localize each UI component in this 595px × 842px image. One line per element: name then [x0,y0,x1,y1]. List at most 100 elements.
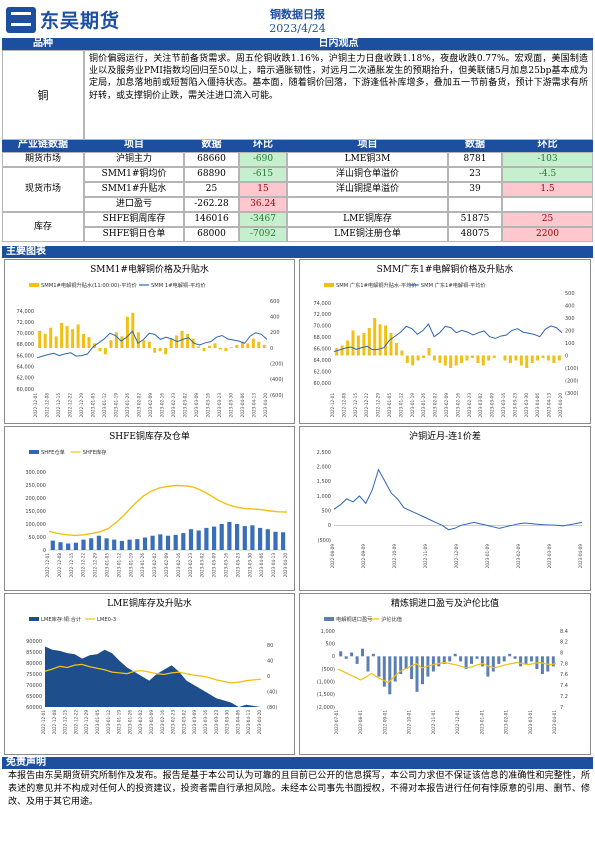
bar-mark [235,524,240,550]
x-tick-label: 2023-02-09 [164,553,169,578]
bar-mark [371,653,375,657]
y-tick-label: 85000 [26,650,42,656]
legend-swatch [29,617,39,621]
y-tick-label: 64,000 [314,358,332,364]
bar-mark [125,316,129,348]
view-header-bar: 品种 日内观点 [2,38,593,50]
item-name: SHFE铜日仓单 [84,227,184,242]
bar-mark [465,355,469,361]
bar-mark [208,345,211,348]
x-tick-label: 2022-08-01 [358,710,363,735]
y-tick-label: 2,500 [317,450,331,456]
x-tick-label: 2023-02-09 [148,393,153,418]
legend-label: SMM 1#电解铜-平均价 [151,281,206,289]
x-tick-label: 2023-02-16 [455,393,460,418]
y2-tick-label: (100) [565,366,578,372]
bar-mark [449,355,453,368]
x-tick-label: 2022-12-08 [52,710,57,735]
y2-tick-label: 500 [565,291,575,297]
bar-mark [361,648,364,657]
series-line [36,330,268,359]
y-tick-label: 100,000 [25,522,46,528]
bar-mark [382,656,386,687]
x-tick-label: 2022-12-01 [455,710,460,735]
view-text: 铜价偏弱运行，关注节前备货需求。周五伦铜收跌1.16%，沪铜主力日盘收跌1.18… [84,50,593,140]
item-change: 2200 [502,227,593,242]
bar-mark [43,333,47,348]
series-line [48,484,288,537]
bar-mark [147,341,151,348]
data-table: 产业链数据 项目 数据 环比 项目 数据 环比 期货市场 现货市场 库存 沪铜主力 68660 -690… [2,140,593,246]
legend-label: SHFE库存 [83,448,107,456]
y2-tick-label: (40) [267,689,277,695]
x-tick-label: 2022-08-09 [330,544,335,569]
legend-swatch [29,450,39,454]
chart-import: 电解铜进口盈亏 沪伦比值 1,000 500 0 (500) (1,000) (1,500) (… [317,615,568,735]
x-tick-label: 2023-02-02 [433,393,438,418]
bar-mark [411,355,415,366]
bar-mark [394,343,398,356]
y2-tick-label: (200) [565,378,578,384]
bar-mark [131,312,135,349]
y-tick-label: 300,000 [25,470,46,476]
item-value: 8781 [448,152,502,167]
report-date: 2023/4/24 [269,22,326,35]
bar-mark [109,340,113,348]
bar-mark [120,336,124,349]
x-tick-label: 2023-03-09 [490,393,495,418]
y-tick-label: 75000 [26,672,42,678]
item-value: 23 [448,167,502,182]
report-title: 铜数据日报 [270,8,325,21]
x-tick-label: 2023-03-23 [217,393,222,418]
bar-mark [227,521,232,550]
bar-mark [73,542,78,550]
item-change: -103 [502,152,593,167]
bar-mark [242,526,247,550]
item-change: -3467 [239,212,287,227]
bar-mark [389,333,393,356]
item-name: 洋山铜提单溢价 [287,182,448,197]
x-tick-label: 2023-04-20 [263,393,268,418]
x-tick-label: 2023-04-06 [235,710,240,735]
bar-mark [136,332,140,348]
bar-mark [54,336,58,349]
bar-mark [164,348,168,355]
item-change: 25 [502,212,593,227]
y2-tick-label: 7.6 [560,672,568,678]
bar-mark [541,355,545,358]
bar-mark [384,325,388,356]
x-tick-label: 2022-12-08 [45,393,50,418]
x-tick-label: 2023-03-23 [214,710,219,735]
bar-mark [246,343,250,348]
bar-mark [173,534,178,550]
y-tick-label: 200,000 [25,496,46,502]
x-tick-label: 2023-02-09 [516,544,521,569]
x-tick-label: 2023-04-01 [552,710,557,735]
y-tick-label: 68,000 [17,342,35,348]
x-tick-label: 2022-12-22 [364,393,369,418]
company-logo: 东吴期货 SCF [6,6,146,36]
y2-tick-label: 80 [267,643,273,649]
bar-mark [540,656,544,674]
bar-mark [373,318,377,356]
bar-mark [219,524,224,550]
chart-panel-shfe: SHFE铜库存及仓单 SHFE仓单 SHFE库存 300,000 250,000 200… [4,426,295,591]
x-tick-label: 2022-12-09 [454,544,459,569]
y-tick-label: 72,000 [17,320,35,326]
item-change [502,197,593,212]
item-change: -690 [239,152,287,167]
x-tick-label: 2022-12-15 [353,393,358,418]
bar-mark [191,338,195,348]
y-tick-label: (2,000) [317,705,335,711]
bar-mark [96,535,101,550]
x-tick-label: 2023-01-26 [125,393,130,418]
y-tick-label: 250,000 [25,483,46,489]
bar-mark [536,355,540,361]
bar-mark [240,341,244,348]
x-tick-label: 2023-01-09 [485,544,490,569]
x-tick-label: 2023-02-23 [171,393,176,418]
bar-mark [476,355,480,363]
series-line [337,661,557,684]
x-tick-label: 2023-04-13 [271,553,276,578]
x-tick-label: 2022-12-29 [93,553,98,578]
